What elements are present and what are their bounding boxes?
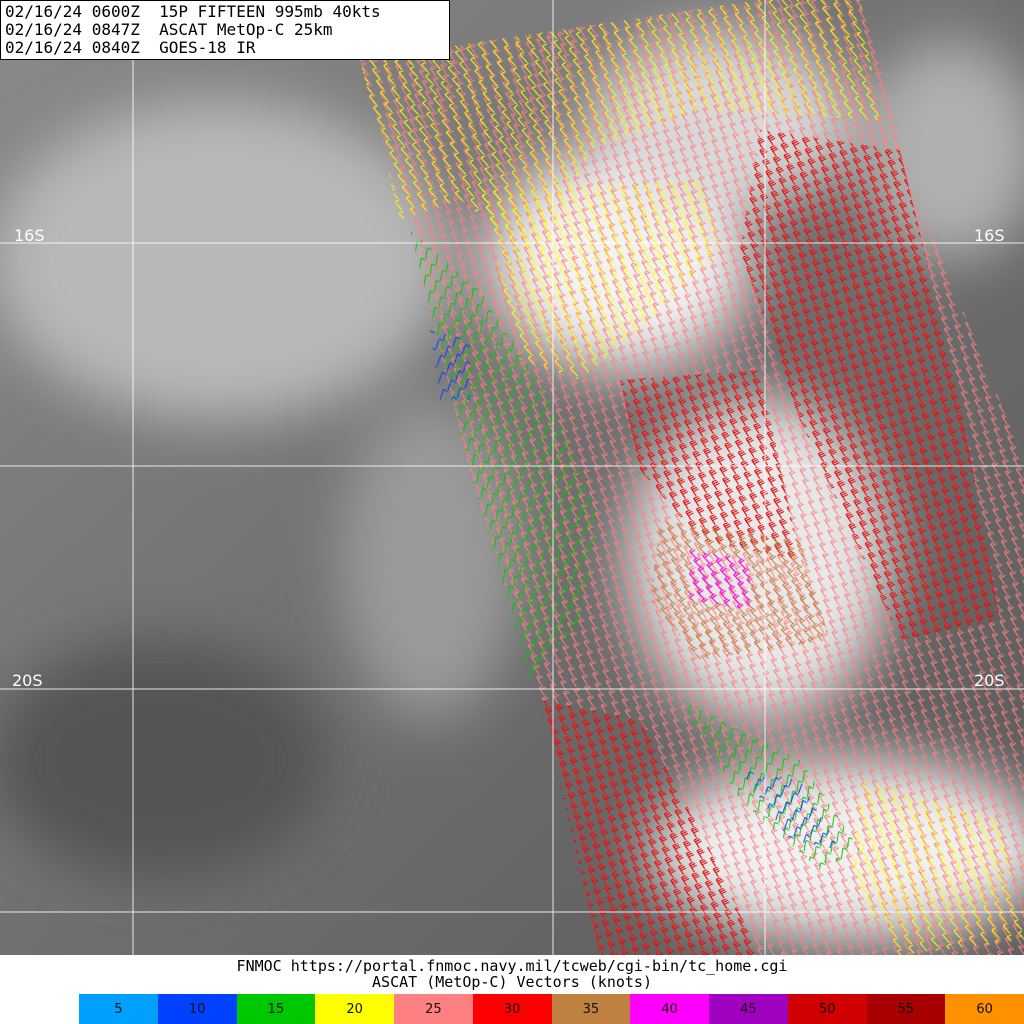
latitude-label: 16S	[14, 226, 45, 245]
latitude-label: 20S	[12, 671, 43, 690]
legend-item: 25	[394, 994, 473, 1024]
legend-item: 10	[157, 994, 237, 1024]
legend-item: 5	[79, 994, 158, 1024]
legend-item: 40	[630, 994, 709, 1024]
legend-item: 35	[551, 994, 631, 1024]
header-line: 02/16/24 0847Z ASCAT MetOp-C 25km	[5, 20, 333, 39]
latitude-label: 16S	[974, 226, 1005, 245]
legend-item: 55	[866, 994, 946, 1024]
legend-item: 45	[709, 994, 788, 1024]
header-box: 02/16/24 0600Z 15P FIFTEEN 995mb 40kts 0…	[0, 0, 450, 60]
header-line: 02/16/24 0600Z 15P FIFTEEN 995mb 40kts	[5, 2, 381, 21]
wind-swath	[360, 0, 1024, 955]
latitude-label: 20S	[974, 671, 1005, 690]
source-text: FNMOC https://portal.fnmoc.navy.mil/tcwe…	[236, 957, 788, 975]
legend-item: 20	[315, 994, 394, 1024]
caption-text: ASCAT (MetOp-C) Vectors (knots)	[372, 973, 652, 991]
legend-item: 60	[945, 994, 1024, 1024]
graticule	[0, 0, 1024, 955]
satellite-map: 16S 16S 20S 20S	[0, 0, 1024, 955]
header-line: 02/16/24 0840Z GOES-18 IR	[5, 38, 256, 57]
legend-item: 50	[787, 994, 867, 1024]
color-legend: 5 10 15 20 25 30 35 40 45 50 55 60	[79, 994, 1024, 1024]
legend-item: 15	[236, 994, 316, 1024]
legend-item: 30	[472, 994, 552, 1024]
